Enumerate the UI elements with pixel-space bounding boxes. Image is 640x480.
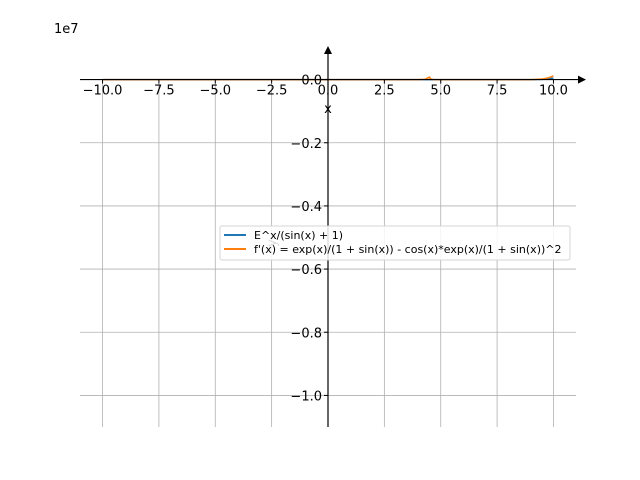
x-tick-label: 10.0 (539, 84, 568, 99)
y-tick-label: −0.2 (290, 137, 322, 152)
legend-label: E^x/(sin(x) + 1) (254, 229, 343, 242)
x-tick-label: −10.0 (83, 84, 123, 99)
x-tick-label: 7.5 (487, 84, 508, 99)
x-tick-label: −2.5 (256, 84, 288, 99)
y-tick-layer: 0.0 −0.2 −0.4 −0.6 −0.8 −1.0 (290, 74, 328, 404)
x-axis-arrow (578, 75, 586, 84)
x-tick-layer: −10.0 −7.5 −5.0 −2.5 0.0 2.5 5.0 7.5 10.0 (83, 79, 568, 99)
x-tick-label: 2.5 (374, 84, 395, 99)
offset-text: 1e7 (54, 22, 79, 37)
x-axis-label: x (324, 102, 332, 117)
legend-label: f'(x) = exp(x)/(1 + sin(x)) - cos(x)*exp… (254, 243, 562, 256)
y-tick-label: 0.0 (301, 74, 322, 89)
x-tick-label: −5.0 (199, 84, 231, 99)
y-tick-label: −0.4 (290, 200, 322, 215)
legend-box (219, 225, 571, 261)
y-axis-arrow (324, 46, 332, 54)
y-tick-label: −1.0 (290, 389, 322, 404)
y-tick-label: −0.6 (290, 263, 322, 278)
y-tick-label: −0.8 (290, 326, 322, 341)
x-tick-label: −7.5 (143, 84, 175, 99)
x-tick-label: 0.0 (318, 84, 339, 99)
legend: E^x/(sin(x) + 1)f'(x) = exp(x)/(1 + sin(… (219, 225, 571, 261)
x-tick-label: 5.0 (430, 84, 451, 99)
